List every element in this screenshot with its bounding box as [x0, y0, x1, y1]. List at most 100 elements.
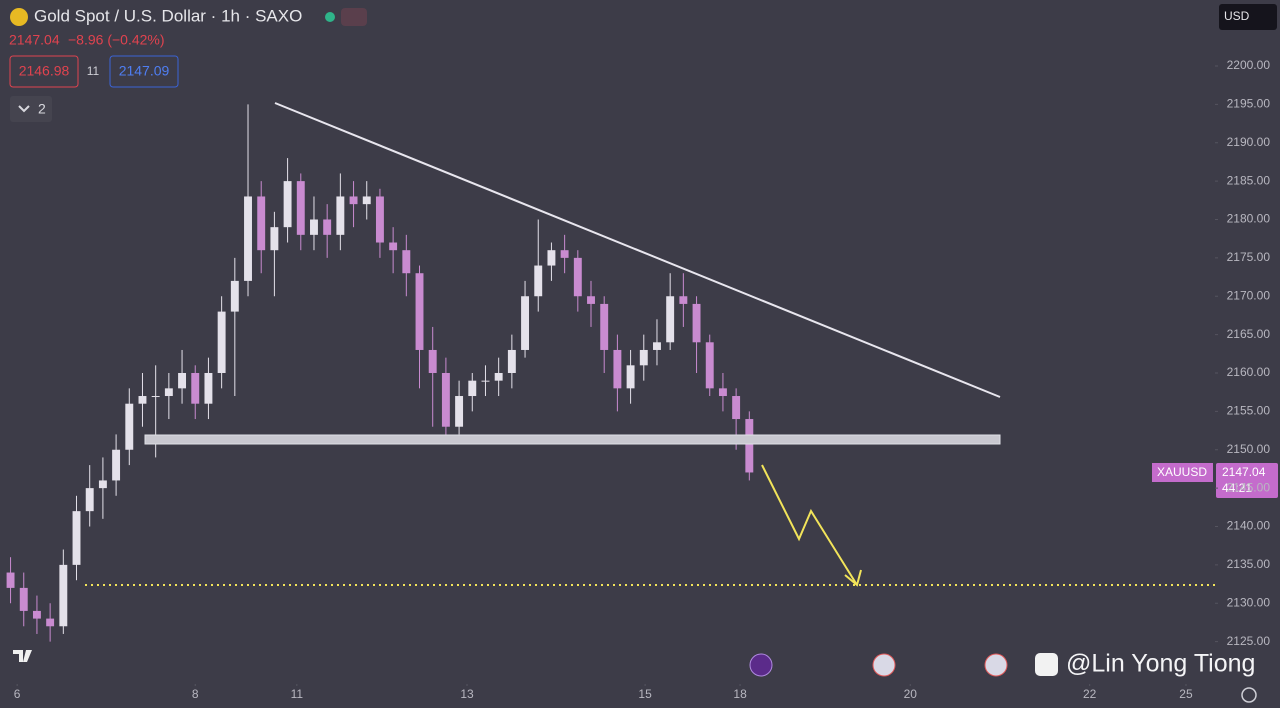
symbol-tag: [1152, 463, 1213, 482]
candle-body: [191, 372, 200, 404]
candle-body: [296, 181, 305, 235]
candle-body: [217, 311, 226, 373]
candle-body: [72, 511, 81, 565]
bid-price[interactable]: 2146.98: [19, 63, 70, 79]
candle-body: [46, 618, 55, 627]
y-tick-label: 2200.00: [1227, 58, 1271, 72]
x-tick-label: 13: [460, 687, 474, 701]
candle-body: [455, 396, 464, 427]
candle-body: [98, 480, 107, 489]
candle-body: [600, 303, 609, 350]
watermark: @Lin Yong Tiong: [1066, 650, 1255, 678]
market-status: [325, 12, 335, 22]
trend-line: [274, 102, 1001, 398]
y-tick-label: 2145.00: [1227, 480, 1271, 494]
candle-body: [230, 280, 239, 312]
candle-body: [270, 227, 279, 251]
candle-body: [402, 250, 411, 274]
candle-body: [666, 296, 675, 343]
candle-body: [718, 388, 727, 397]
y-tick-label: 2135.00: [1227, 557, 1271, 571]
x-tick-label: 11: [291, 687, 304, 701]
x-tick-label: 18: [733, 687, 747, 701]
candle-body: [507, 349, 516, 373]
ask-price[interactable]: 2147.09: [119, 63, 170, 79]
arrow-head: [844, 569, 862, 587]
x-tick-label: 22: [1083, 687, 1097, 701]
event-flag[interactable]: [872, 653, 896, 677]
candle-body: [705, 342, 714, 389]
y-tick-label: 2190.00: [1227, 135, 1271, 149]
candle-body: [244, 196, 252, 281]
y-tick-label: 2160.00: [1227, 365, 1271, 379]
candle-body: [283, 181, 292, 228]
candle-body: [349, 196, 358, 205]
candle-body: [204, 372, 213, 404]
symbol-title[interactable]: Gold Spot / U.S. Dollar · 1h · SAXO: [34, 6, 302, 25]
y-tick-label: 2170.00: [1227, 288, 1271, 302]
x-tick-label: 15: [638, 687, 652, 701]
candle-body: [468, 380, 477, 397]
candle-body: [679, 296, 688, 304]
candle-body: [521, 296, 530, 350]
indicators-toggle[interactable]: [10, 96, 52, 122]
event-icon[interactable]: [749, 653, 773, 677]
tag-countdown: 44:21: [1222, 481, 1252, 495]
y-tick-label: 2130.00: [1227, 595, 1271, 609]
ask-box[interactable]: [109, 55, 179, 88]
candle-body: [125, 403, 134, 450]
candle-body: [375, 196, 384, 243]
candle-body: [547, 250, 556, 266]
candle-body: [494, 372, 503, 381]
candle-body: [613, 349, 622, 389]
tag-price: 2147.04: [1222, 465, 1266, 479]
x-tick-label: 25: [1179, 687, 1193, 701]
currency-button[interactable]: [1219, 4, 1277, 30]
candle-body: [639, 349, 648, 366]
support-zone: [144, 434, 1001, 445]
candle-body: [415, 273, 424, 350]
candle-body: [587, 296, 595, 304]
settings-icon[interactable]: [1241, 687, 1257, 703]
candle-body: [534, 265, 543, 297]
bid-box[interactable]: [9, 55, 79, 88]
y-tick-label: 2150.00: [1227, 442, 1271, 456]
candle-body: [692, 303, 701, 343]
y-tick-label: 2185.00: [1227, 173, 1271, 187]
y-tick-label: 2125.00: [1227, 634, 1271, 648]
candle-body: [151, 396, 160, 398]
y-tick-label: 2180.00: [1227, 212, 1271, 226]
facebook-icon: [1035, 653, 1058, 676]
indicators-count[interactable]: 2: [38, 101, 46, 117]
currency[interactable]: USD: [1224, 9, 1250, 23]
x-tick-label: 6: [14, 687, 21, 701]
candle-body: [112, 449, 121, 481]
candle-body: [336, 196, 345, 235]
candle-body: [323, 219, 332, 235]
symbol-icon: [10, 8, 28, 26]
price-change: −8.96 (−0.42%): [68, 32, 165, 48]
y-tick-label: 2140.00: [1227, 519, 1271, 533]
last-price: 2147.04: [9, 32, 60, 48]
candle-body: [441, 372, 450, 427]
candle-body: [560, 250, 569, 258]
candle-body: [626, 365, 635, 389]
y-tick-label: 2165.00: [1227, 327, 1271, 341]
event-flag[interactable]: [984, 653, 1008, 677]
tag-symbol: XAUUSD: [1157, 465, 1207, 479]
candle-body: [310, 219, 318, 235]
candle-body: [573, 257, 582, 297]
candle-body: [732, 396, 741, 420]
status-badge: [341, 8, 367, 26]
candle-body: [85, 488, 94, 512]
candle-body: [32, 610, 41, 619]
candle-body: [59, 564, 68, 627]
candle-body: [362, 196, 371, 205]
x-tick-label: 20: [904, 687, 918, 701]
candle-body: [19, 587, 28, 611]
candle-body: [138, 396, 147, 404]
y-tick-label: 2155.00: [1227, 404, 1271, 418]
candle-body: [178, 372, 187, 389]
